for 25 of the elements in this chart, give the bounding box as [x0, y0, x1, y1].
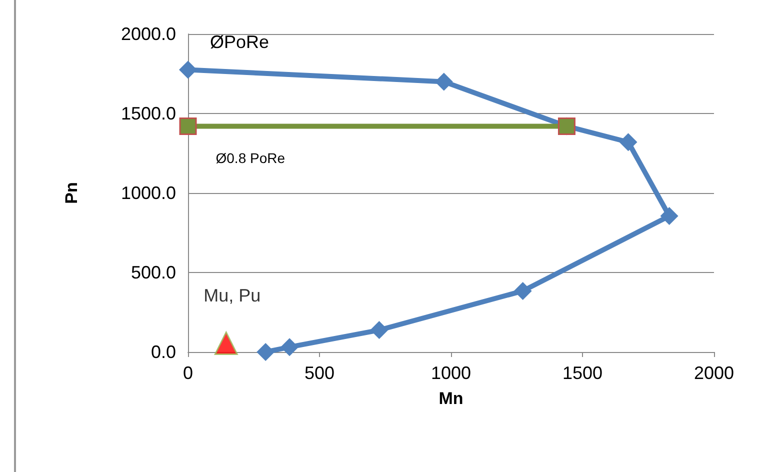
point [179, 117, 197, 135]
point [214, 332, 238, 356]
x-tick-label: 500 [304, 363, 335, 383]
point [256, 343, 275, 361]
x-axis-title: Mn [438, 389, 464, 408]
point [280, 338, 299, 356]
y-tick-label: 2000.0 [120, 24, 176, 44]
point [619, 133, 638, 152]
point [660, 207, 678, 226]
series-label: Mu, Pu [204, 286, 261, 306]
y-tick-label: 1000.0 [120, 183, 176, 203]
point [370, 321, 388, 340]
point [179, 60, 197, 79]
point [514, 282, 532, 300]
series-label: Ø0.8 PoRe [216, 150, 286, 166]
y-tick-label: 500.0 [130, 262, 176, 282]
x-tick-label: 1500 [562, 363, 603, 383]
y-axis-title: Pn [62, 182, 81, 204]
y-tick-label: 0.0 [150, 342, 176, 362]
x-tick-label: 1000 [430, 363, 472, 383]
x-tick-label: 0 [182, 363, 194, 383]
y-tick-label: 1500.0 [120, 104, 176, 124]
point [434, 72, 453, 91]
series-label: ØPoRe [210, 32, 270, 52]
x-tick-label: 2000 [694, 363, 734, 383]
